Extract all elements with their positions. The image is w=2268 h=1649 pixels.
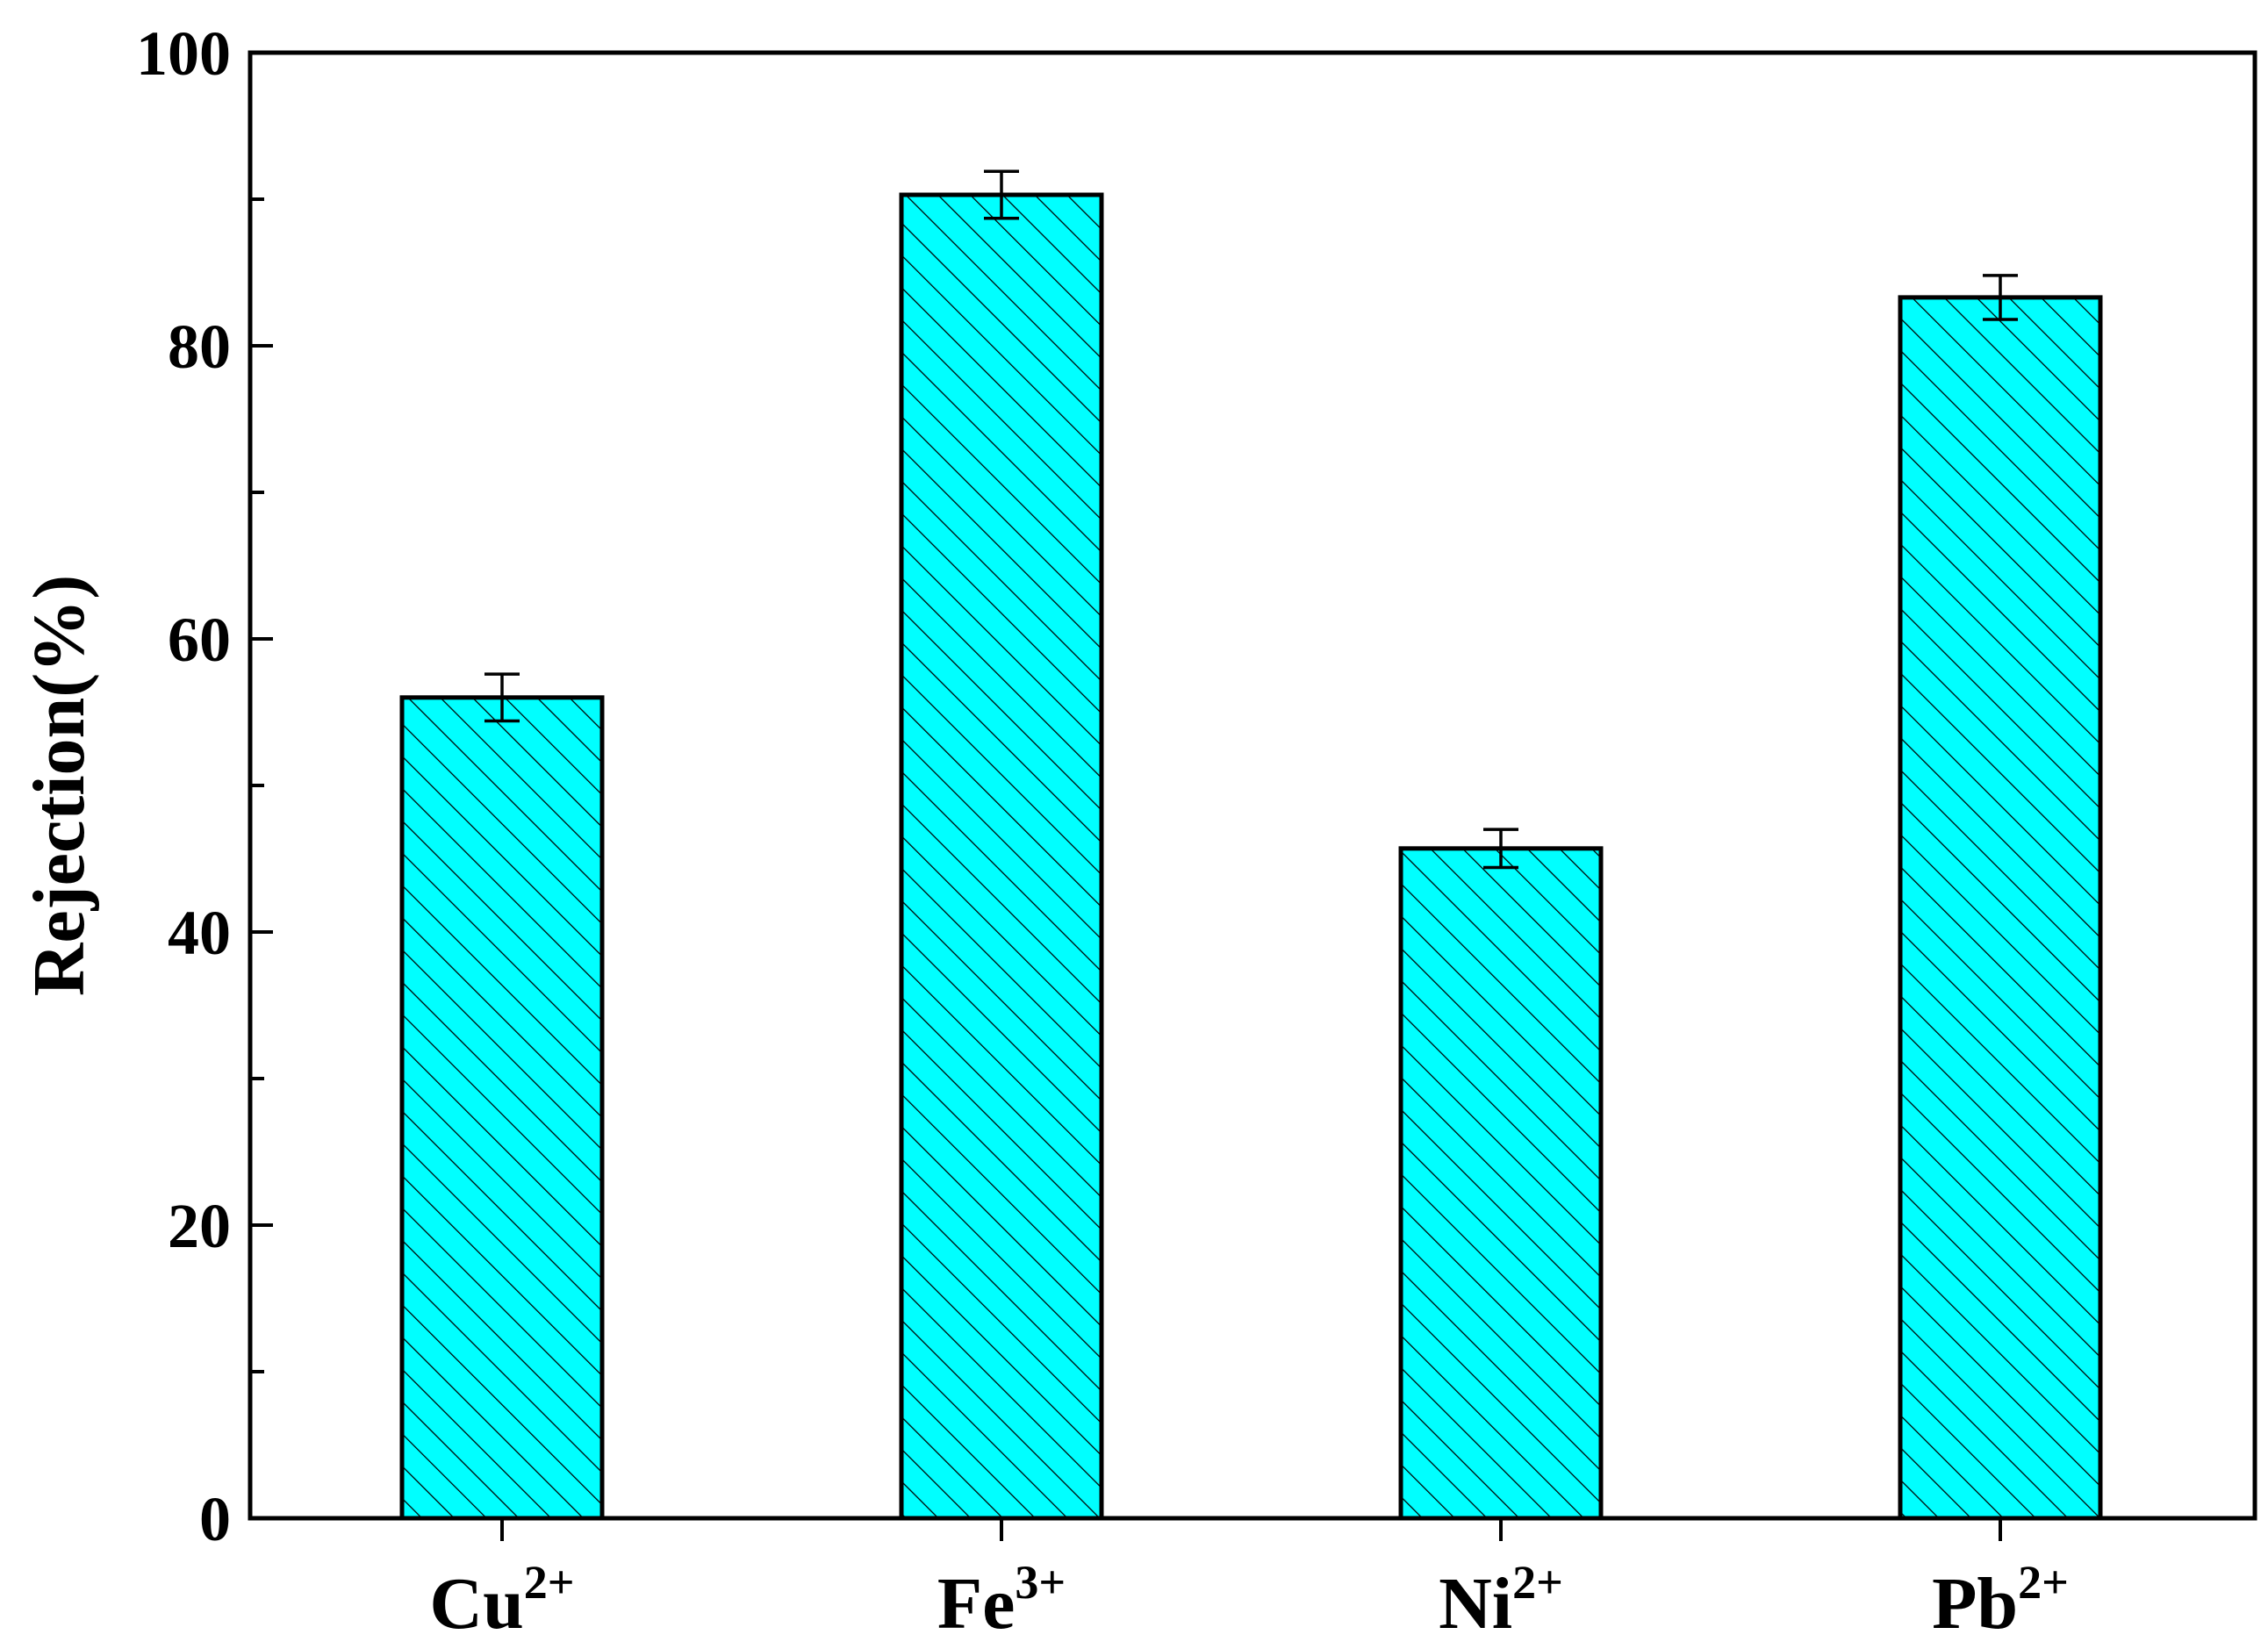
error-bar-cu: [484, 672, 520, 723]
y-tick-label: 60: [168, 605, 231, 675]
x-tick-label-cu: Cu2+: [429, 1556, 574, 1645]
error-bar-ni: [1483, 828, 1518, 870]
y-tick-label: 0: [199, 1484, 231, 1554]
error-bars-group: [484, 169, 2018, 870]
error-bar-fe: [984, 169, 1019, 220]
bar-fe: [899, 192, 1104, 1521]
y-tick-label: 20: [168, 1191, 231, 1261]
y-tick-label: 100: [136, 18, 231, 89]
bar-ni: [1398, 846, 1604, 1521]
x-tick-label-pb: Pb2+: [1932, 1556, 2069, 1645]
y-tick-label: 40: [168, 898, 231, 968]
y-tick-label: 80: [168, 312, 231, 382]
y-axis: 0 20 40 60 80 100: [136, 18, 273, 1554]
x-tick-label-ni: Ni2+: [1439, 1556, 1563, 1645]
x-tick-label-fe: Fe3+: [937, 1556, 1066, 1645]
error-bar-pb: [1983, 274, 2018, 321]
x-axis: Cu2+ Fe3+ Ni2+ Pb2+: [429, 1518, 2069, 1645]
bar-pb: [1898, 295, 2103, 1521]
bars-group: [399, 192, 2103, 1521]
y-axis-label: Rejection(%): [18, 575, 100, 996]
bar-cu: [399, 695, 605, 1521]
